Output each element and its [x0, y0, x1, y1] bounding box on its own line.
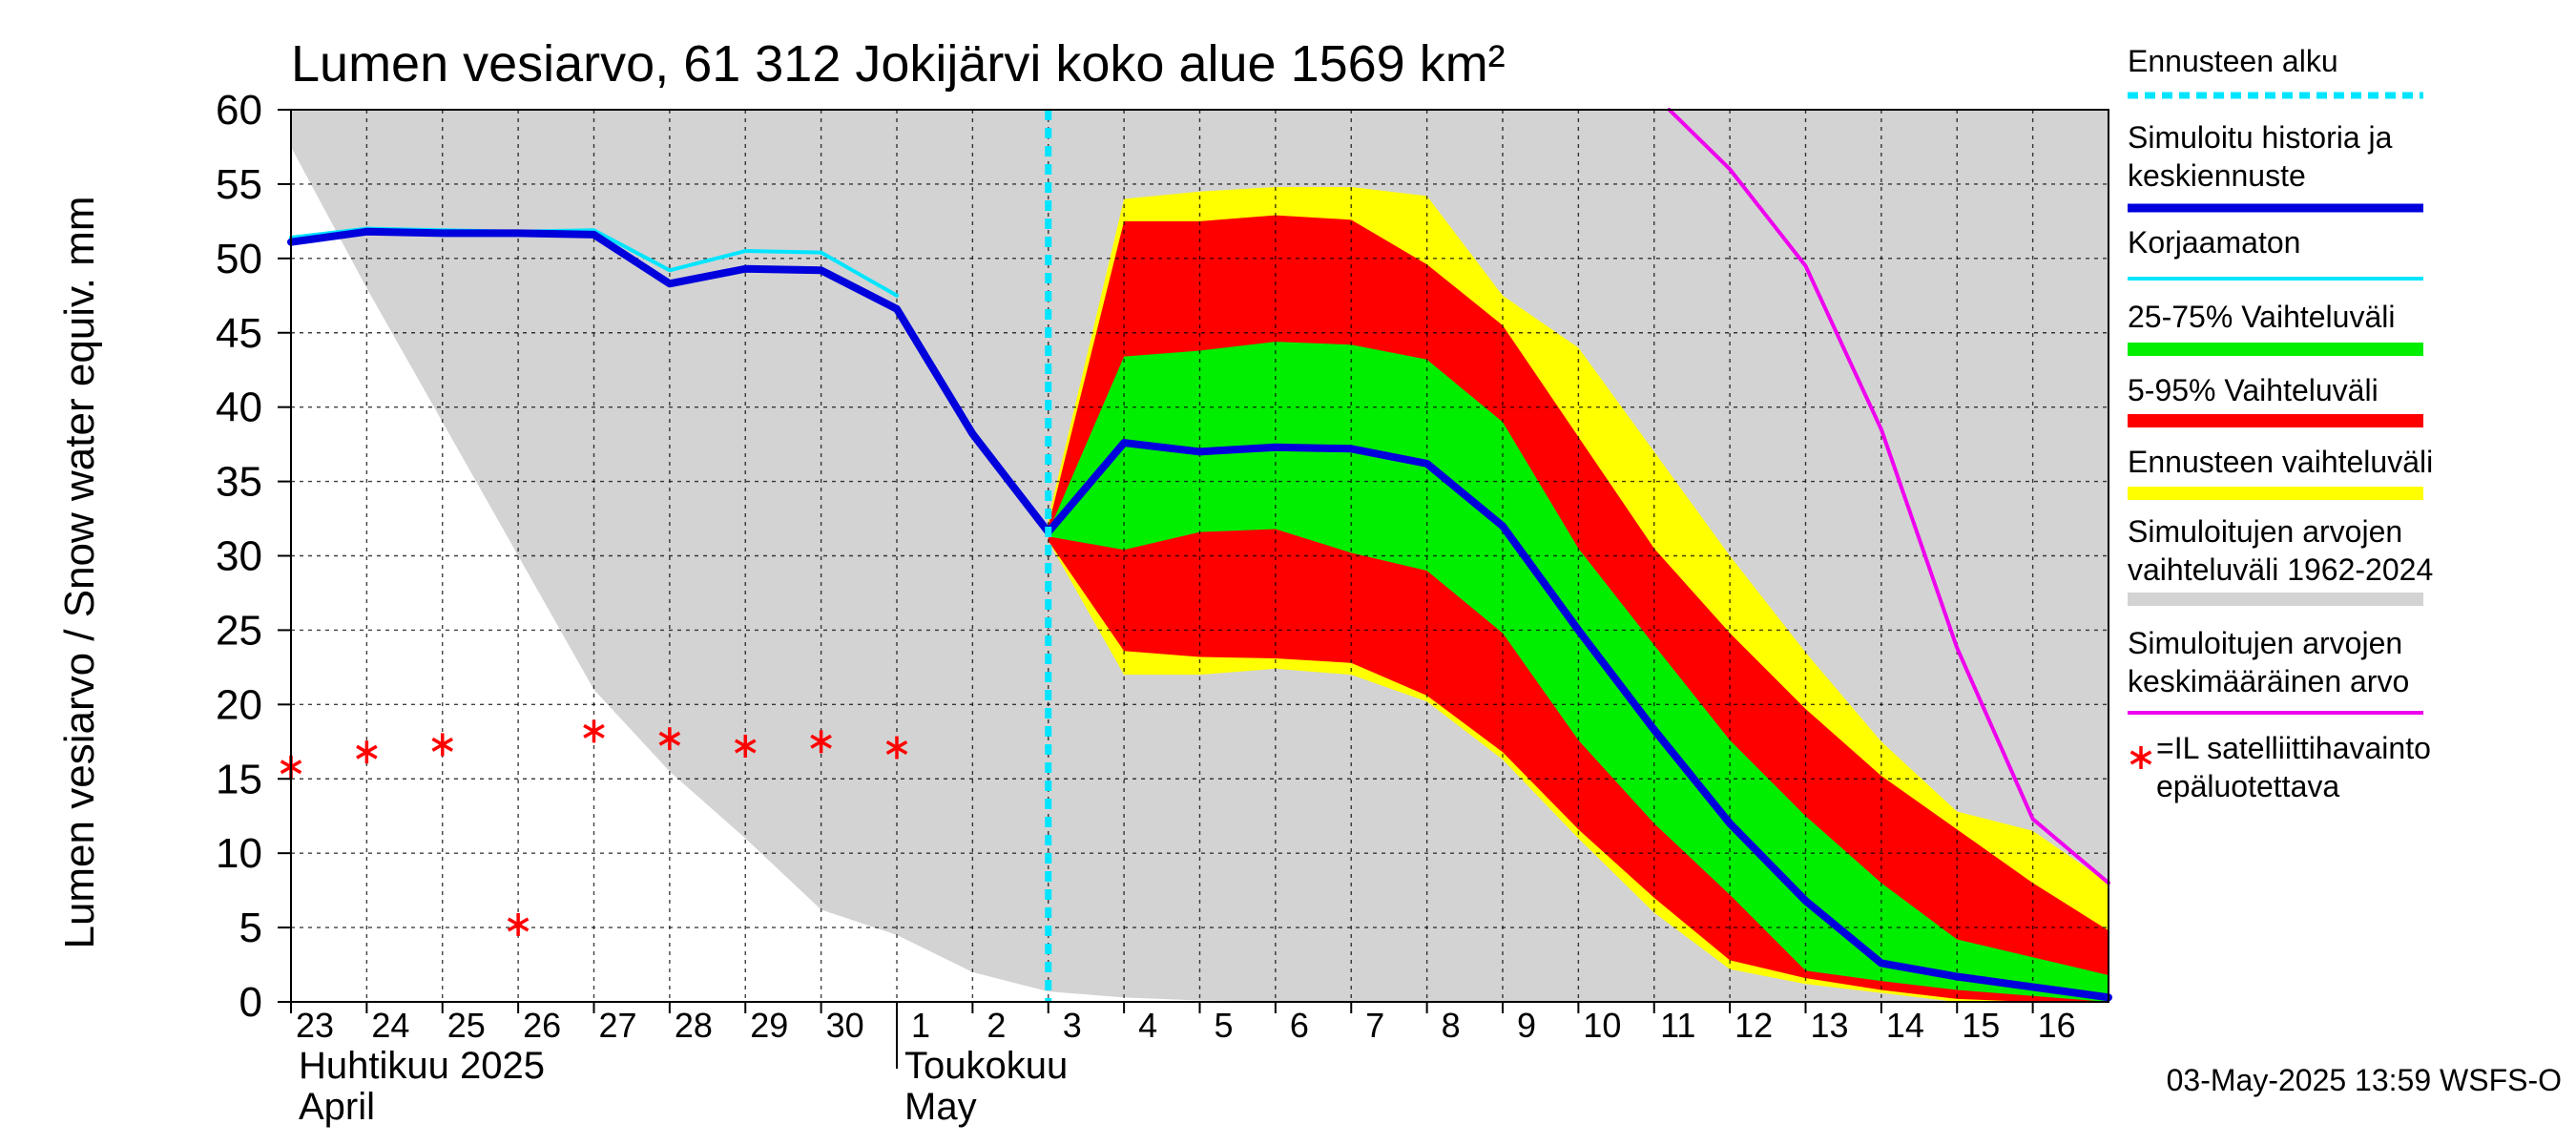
- chart-title: Lumen vesiarvo, 61 312 Jokijärvi koko al…: [291, 35, 1506, 93]
- y-axis: 0 5 10 15 20 25 30 35 40 45 50 55 60: [216, 87, 291, 1026]
- y-tick-label: 55: [216, 161, 262, 208]
- x-tick-label: 2: [987, 1006, 1006, 1045]
- x-tick-label: 23: [296, 1006, 334, 1045]
- legend-label: Ennusteen alku: [2128, 44, 2338, 78]
- legend-item: Simuloitujen arvojen keskimääräinen arvo: [2128, 626, 2423, 715]
- band-3: [1048, 342, 2109, 1003]
- x-tick-label: 30: [826, 1006, 864, 1045]
- x-tick-label: 10: [1583, 1006, 1621, 1045]
- legend-label: keskimääräinen arvo: [2128, 664, 2409, 698]
- y-tick-label: 35: [216, 459, 262, 506]
- x-tick-label: 1: [911, 1006, 930, 1045]
- plot-area: [280, 108, 2112, 1003]
- legend-label: keskiennuste: [2128, 158, 2306, 193]
- legend-item: Korjaamaton: [2128, 225, 2423, 281]
- y-tick-label: 0: [239, 979, 262, 1026]
- x-tick-label: 8: [1442, 1006, 1461, 1045]
- legend-item: =IL satelliittihavainto epäluotettava: [2129, 731, 2431, 803]
- legend-item: Ennusteen vaihteluväli: [2128, 445, 2433, 500]
- legend-label: Ennusteen vaihteluväli: [2128, 445, 2433, 479]
- legend-item: Ennusteen alku: [2128, 44, 2423, 99]
- x-tick-label: 14: [1886, 1006, 1924, 1045]
- y-tick-label: 40: [216, 385, 262, 431]
- legend-label: Korjaamaton: [2128, 225, 2300, 260]
- y-tick-label: 15: [216, 756, 262, 802]
- y-tick-label: 60: [216, 87, 262, 134]
- grid: [290, 109, 2109, 1003]
- satellite-marker: [658, 727, 681, 751]
- satellite-marker: [507, 912, 530, 936]
- x-tick-label: 27: [598, 1006, 636, 1045]
- legend-swatch: [2128, 414, 2423, 427]
- x-tick-label: 24: [371, 1006, 409, 1045]
- x-tick-label: 29: [750, 1006, 788, 1045]
- month-label-en: April: [299, 1086, 375, 1128]
- legend-label: epäluotettava: [2156, 769, 2339, 803]
- satellite-marker: [583, 719, 605, 743]
- legend-label: Simuloitujen arvojen: [2128, 626, 2402, 660]
- x-tick-label: 25: [447, 1006, 486, 1045]
- x-tick-label: 5: [1214, 1006, 1233, 1045]
- legend-swatch: [2128, 343, 2423, 356]
- legend-label: Simuloitujen arvojen: [2128, 514, 2402, 549]
- legend-label: 25-75% Vaihteluväli: [2128, 300, 2395, 334]
- y-tick-label: 45: [216, 310, 262, 357]
- x-tick-label: 13: [1810, 1006, 1848, 1045]
- x-tick-label: 26: [523, 1006, 561, 1045]
- x-tick-label: 28: [675, 1006, 713, 1045]
- satellite-marker: [431, 733, 454, 757]
- satellite-marker: [734, 734, 757, 758]
- legend-item: 25-75% Vaihteluväli: [2128, 300, 2423, 356]
- legend-swatch: [2128, 593, 2423, 606]
- timestamp: 03-May-2025 13:59 WSFS-O: [2167, 1063, 2562, 1097]
- satellite-marker: [810, 730, 832, 754]
- y-tick-label: 50: [216, 236, 262, 282]
- y-axis-label: Lumen vesiarvo / Snow water equiv. mm: [56, 196, 103, 948]
- x-tick-label: 9: [1517, 1006, 1536, 1045]
- x-tick-label: 12: [1735, 1006, 1773, 1045]
- x-tick-label: 15: [1962, 1006, 2000, 1045]
- y-tick-label: 10: [216, 830, 262, 877]
- month-label-fi: Huhtikuu 2025: [299, 1045, 545, 1087]
- legend-item: 5-95% Vaihteluväli: [2128, 373, 2423, 427]
- legend-label: =IL satelliittihavainto: [2156, 731, 2431, 765]
- legend-marker: [2129, 746, 2152, 769]
- satellite-marker: [356, 740, 378, 764]
- satellite-marker: [885, 736, 908, 760]
- x-tick-label: 11: [1660, 1006, 1695, 1045]
- legend-label: vaihteluväli 1962-2024: [2128, 552, 2433, 587]
- x-tick-label: 16: [2038, 1006, 2076, 1045]
- y-tick-label: 25: [216, 607, 262, 654]
- legend-label: 5-95% Vaihteluväli: [2128, 373, 2379, 407]
- y-tick-label: 30: [216, 533, 262, 580]
- month-label-fi: Toukokuu: [904, 1045, 1068, 1087]
- legend-label: Simuloitu historia ja: [2128, 120, 2393, 155]
- y-tick-label: 20: [216, 681, 262, 728]
- x-tick-label: 6: [1290, 1006, 1309, 1045]
- x-tick-label: 3: [1063, 1006, 1082, 1045]
- x-tick-label: 4: [1138, 1006, 1157, 1045]
- x-axis: 23 24 25 26 27 28 29 30 1 2 3 4 5 6 7 8 9 10 11 12 13 14 15 16H…: [290, 1002, 2076, 1128]
- y-tick-label: 5: [239, 905, 262, 951]
- x-tick-label: 7: [1365, 1006, 1384, 1045]
- month-label-en: May: [904, 1086, 977, 1128]
- legend-swatch: [2128, 487, 2423, 500]
